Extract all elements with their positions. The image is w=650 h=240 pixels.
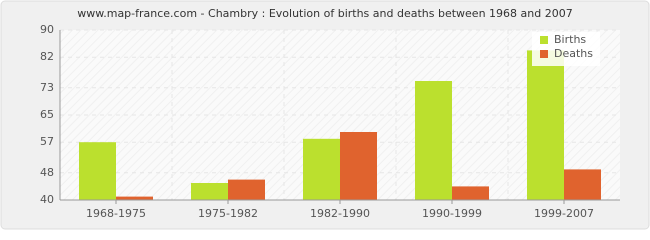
legend-swatch [540,36,548,44]
bar [228,179,265,200]
bar [191,183,228,200]
x-tick-label: 1990-1999 [422,207,482,220]
bar [415,81,452,200]
x-tick-label: 1999-2007 [534,207,594,220]
y-tick-label: 40 [40,193,54,206]
legend-swatch [540,50,548,58]
bar [303,138,340,200]
x-tick-label: 1975-1982 [198,207,258,220]
y-tick-label: 65 [40,108,54,121]
y-tick-label: 73 [40,81,54,94]
chart-title: www.map-france.com - Chambry : Evolution… [77,7,572,20]
bar [340,132,377,200]
y-tick-label: 90 [40,23,54,36]
bar [527,50,564,201]
chart: www.map-france.com - Chambry : Evolution… [0,0,650,230]
bar [116,196,153,200]
x-tick-label: 1982-1990 [310,207,370,220]
x-tick-label: 1968-1975 [86,207,146,220]
y-tick-label: 48 [40,166,54,179]
bar [79,142,116,200]
y-tick-label: 82 [40,50,54,63]
legend-label: Births [554,33,586,46]
bar [564,169,601,200]
legend-label: Deaths [554,47,593,60]
y-tick-label: 57 [40,135,54,148]
bar [452,186,489,200]
